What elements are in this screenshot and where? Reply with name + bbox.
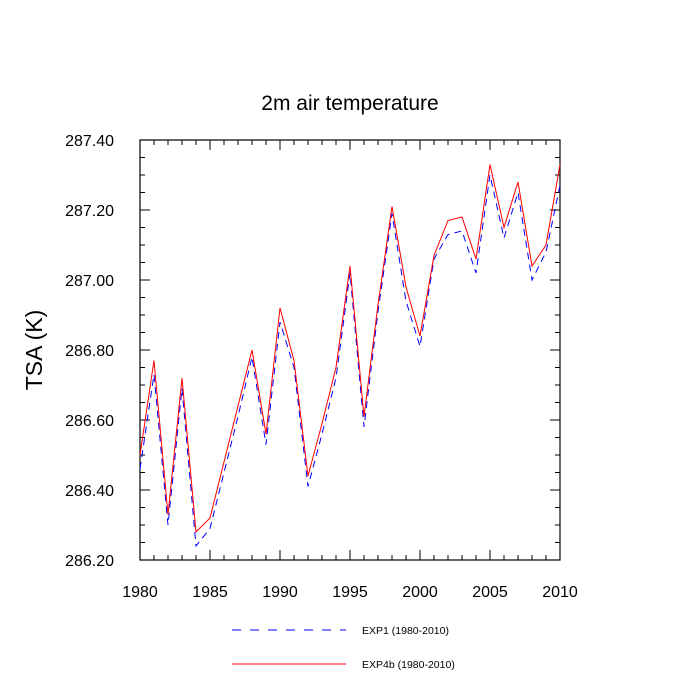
y-axis: 286.20 286.40 286.60 286.80 287.00 287.20 287.… — [65, 133, 560, 570]
chart-title: 2m air temperature — [261, 92, 438, 115]
x-axis: 1980 1985 1990 1995 2000 2005 2010 — [122, 140, 578, 601]
y-tick-label: 286.40 — [65, 483, 114, 500]
legend-label-1: EXP1 (1980-2010) — [362, 625, 449, 637]
x-tick-label: 2005 — [472, 584, 508, 601]
legend-label-2: EXP4b (1980-2010) — [362, 659, 455, 671]
series-line-1 — [139, 174, 561, 548]
y-tick-label: 287.40 — [65, 133, 114, 150]
x-tick-label: 1980 — [122, 584, 158, 601]
legend: EXP1 (1980-2010) EXP4b (1980-2010) — [232, 625, 455, 671]
y-axis-label: TSA (K) — [21, 310, 47, 391]
series-layer — [139, 164, 561, 548]
y-tick-label: 287.00 — [65, 273, 114, 290]
y-tick-label: 287.20 — [65, 203, 114, 220]
x-tick-label: 1985 — [192, 584, 228, 601]
y-tick-label: 286.80 — [65, 343, 114, 360]
series-line-2 — [139, 164, 561, 534]
y-tick-label: 286.20 — [65, 553, 114, 570]
plot-frame — [139, 139, 561, 561]
x-tick-label: 2010 — [542, 584, 578, 601]
x-tick-label: 1990 — [262, 584, 298, 601]
y-tick-label: 286.60 — [65, 413, 114, 430]
x-tick-label: 1995 — [332, 584, 368, 601]
x-tick-label: 2000 — [402, 584, 438, 601]
